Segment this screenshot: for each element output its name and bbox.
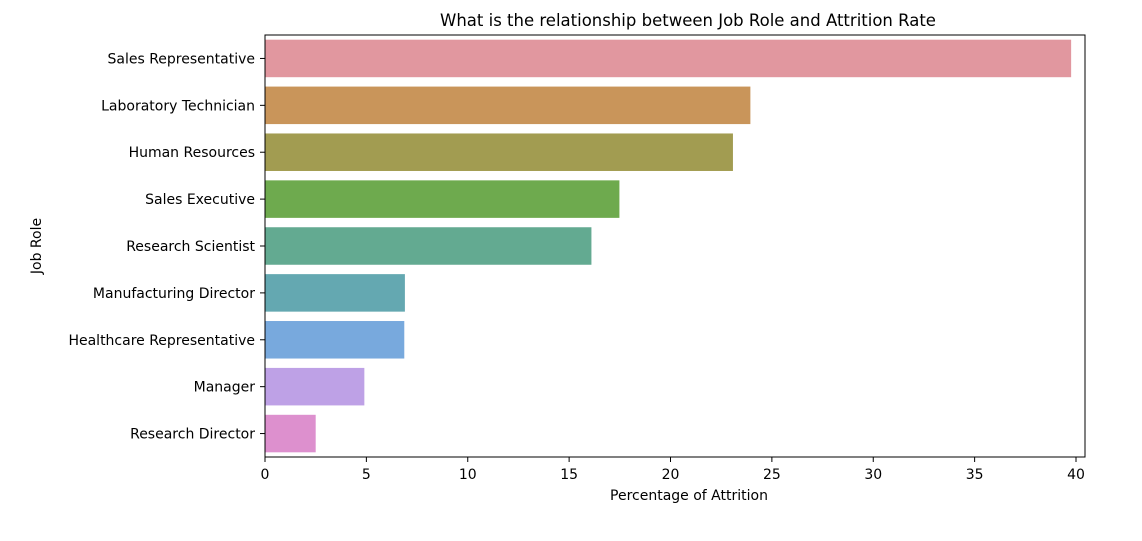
x-tick-label: 10 [459, 467, 477, 483]
y-tick-label: Sales Executive [145, 192, 255, 208]
y-ticks-group: Sales Representative Laboratory Technicia… [68, 51, 265, 443]
x-tick-label: 15 [560, 467, 578, 483]
y-tick-label: Manufacturing Director [93, 286, 255, 302]
y-axis-label: Job Role [29, 218, 45, 275]
x-ticks-group: 0 5 10 15 20 25 30 35 40 [261, 457, 1085, 483]
bar-research-scientist [265, 227, 592, 265]
y-tick-label: Manager [194, 380, 256, 396]
bar-sales-representative [265, 39, 1072, 78]
y-tick-label: Research Scientist [126, 239, 255, 255]
y-tick-label: Human Resources [129, 145, 255, 161]
x-tick-label: 30 [864, 467, 882, 483]
x-axis-label: Percentage of Attrition [610, 488, 768, 504]
x-tick-label: 35 [966, 467, 984, 483]
bars-group [265, 39, 1072, 453]
chart-title: What is the relationship between Job Rol… [440, 11, 936, 30]
axes-frame [264, 34, 1086, 458]
y-tick-label: Sales Representative [108, 51, 256, 67]
bar-human-resources [265, 133, 733, 171]
x-tick-label: 25 [763, 467, 781, 483]
x-tick-label: 5 [362, 467, 371, 483]
x-tick-label: 0 [261, 467, 270, 483]
bar-laboratory-technician [265, 86, 751, 125]
y-tick-label: Research Director [130, 427, 255, 443]
x-tick-label: 40 [1067, 467, 1085, 483]
bar-healthcare-representative [265, 321, 405, 359]
x-tick-label: 20 [662, 467, 680, 483]
y-tick-label: Laboratory Technician [101, 98, 255, 114]
bar-research-director [265, 414, 316, 453]
y-tick-label: Healthcare Representative [68, 333, 255, 349]
bar-sales-executive [265, 180, 620, 218]
bar-manager [265, 367, 365, 406]
bar-manufacturing-director [265, 274, 405, 312]
